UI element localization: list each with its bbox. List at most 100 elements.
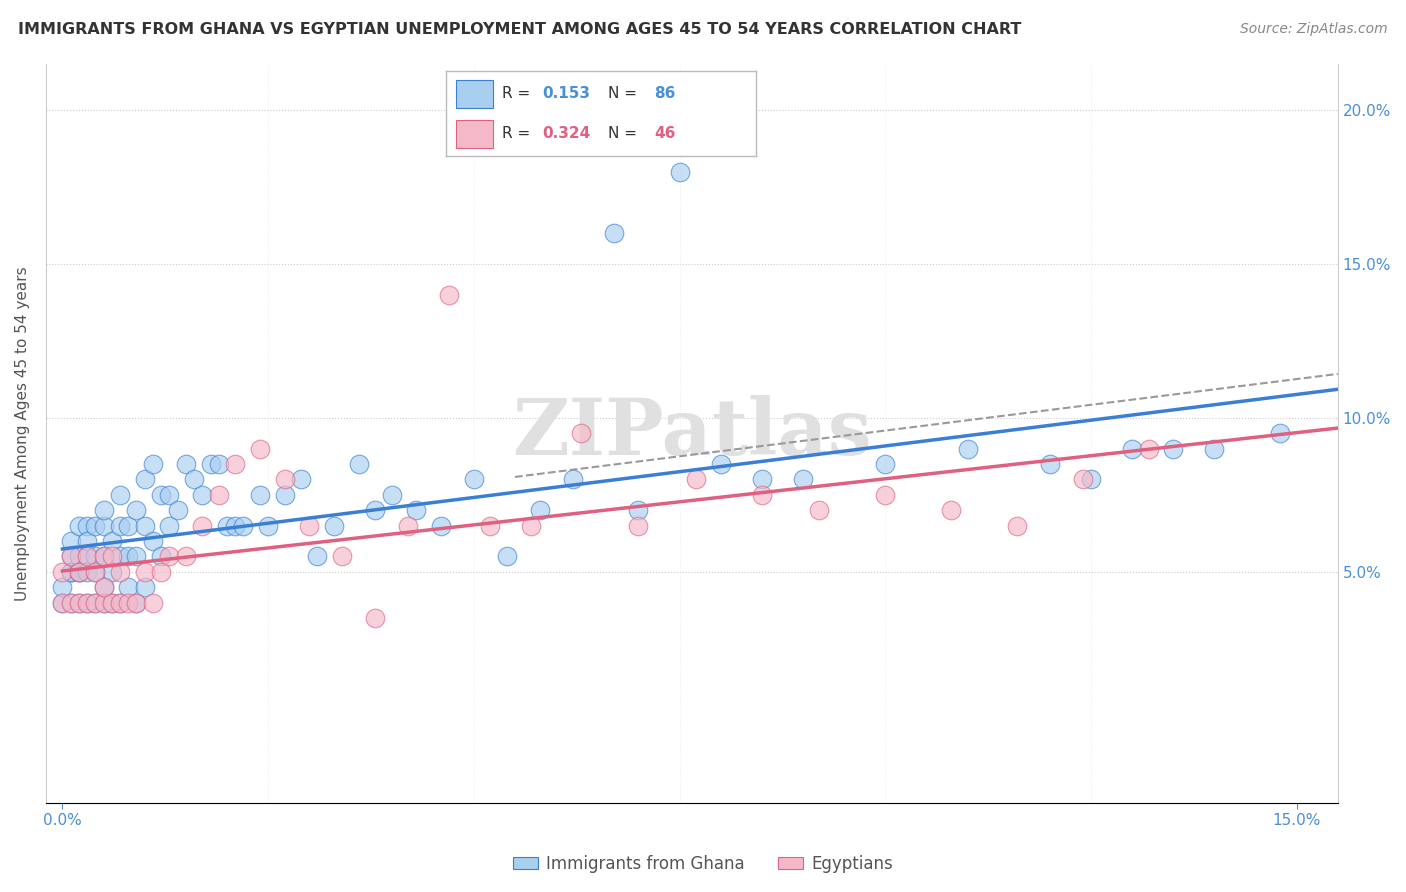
Point xyxy=(463,472,485,486)
Point xyxy=(76,595,98,609)
Point xyxy=(84,549,107,564)
Point xyxy=(437,288,460,302)
Point xyxy=(67,565,90,579)
Point xyxy=(59,595,82,609)
Point xyxy=(84,595,107,609)
Point xyxy=(76,549,98,564)
Point xyxy=(792,472,814,486)
Point xyxy=(208,488,231,502)
Point xyxy=(956,442,979,456)
Point xyxy=(710,457,733,471)
Point xyxy=(495,549,517,564)
Point xyxy=(330,549,353,564)
Point xyxy=(208,457,231,471)
Point xyxy=(150,565,173,579)
Point xyxy=(51,565,73,579)
Point xyxy=(174,549,197,564)
Point xyxy=(59,549,82,564)
Point xyxy=(307,549,329,564)
Point xyxy=(215,518,238,533)
Point xyxy=(84,595,107,609)
Point xyxy=(117,595,139,609)
Point xyxy=(627,503,650,517)
Text: Source: ZipAtlas.com: Source: ZipAtlas.com xyxy=(1240,22,1388,37)
Point xyxy=(134,518,156,533)
Point xyxy=(134,565,156,579)
Point xyxy=(479,518,502,533)
Point xyxy=(84,565,107,579)
Point xyxy=(1161,442,1184,456)
Point xyxy=(101,595,124,609)
Point xyxy=(93,580,115,594)
Text: ZIPatlas: ZIPatlas xyxy=(512,395,872,471)
Point xyxy=(76,549,98,564)
Point xyxy=(67,565,90,579)
Point xyxy=(108,565,131,579)
Point xyxy=(59,595,82,609)
Legend: Immigrants from Ghana, Egyptians: Immigrants from Ghana, Egyptians xyxy=(506,848,900,880)
Point xyxy=(67,518,90,533)
Point xyxy=(249,488,271,502)
Point xyxy=(101,549,124,564)
Point xyxy=(125,595,148,609)
Point xyxy=(93,595,115,609)
Point xyxy=(875,457,897,471)
Point xyxy=(108,549,131,564)
Point xyxy=(191,488,214,502)
Point xyxy=(430,518,453,533)
Point xyxy=(134,472,156,486)
Point xyxy=(76,518,98,533)
Point xyxy=(1204,442,1226,456)
Point xyxy=(51,580,73,594)
Point xyxy=(150,549,173,564)
Point xyxy=(142,533,165,548)
Point xyxy=(101,595,124,609)
Point xyxy=(1005,518,1028,533)
Point xyxy=(602,227,624,241)
Point xyxy=(569,426,592,441)
Point xyxy=(142,595,165,609)
Point xyxy=(150,488,173,502)
Point xyxy=(108,488,131,502)
Point xyxy=(520,518,543,533)
Point xyxy=(529,503,551,517)
Point xyxy=(273,472,295,486)
Point xyxy=(1039,457,1062,471)
Point xyxy=(191,518,214,533)
Point xyxy=(380,488,402,502)
Point xyxy=(298,518,321,533)
Point xyxy=(1137,442,1160,456)
Point xyxy=(93,518,115,533)
Point xyxy=(257,518,280,533)
Text: IMMIGRANTS FROM GHANA VS EGYPTIAN UNEMPLOYMENT AMONG AGES 45 TO 54 YEARS CORRELA: IMMIGRANTS FROM GHANA VS EGYPTIAN UNEMPL… xyxy=(18,22,1022,37)
Point xyxy=(76,533,98,548)
Point xyxy=(157,518,180,533)
Point xyxy=(93,549,115,564)
Point xyxy=(59,533,82,548)
Point xyxy=(117,580,139,594)
Point xyxy=(59,565,82,579)
Point xyxy=(405,503,427,517)
Point xyxy=(364,503,387,517)
Point xyxy=(273,488,295,502)
Point xyxy=(875,488,897,502)
Point xyxy=(59,549,82,564)
Point xyxy=(117,518,139,533)
Point xyxy=(93,549,115,564)
Point xyxy=(751,488,773,502)
Point xyxy=(1071,472,1094,486)
Point xyxy=(290,472,312,486)
Point xyxy=(1080,472,1102,486)
Point xyxy=(108,518,131,533)
Point xyxy=(51,595,73,609)
Point xyxy=(183,472,205,486)
Point xyxy=(93,503,115,517)
Point xyxy=(157,488,180,502)
Point xyxy=(685,472,707,486)
Point xyxy=(200,457,222,471)
Point xyxy=(84,518,107,533)
Point xyxy=(101,533,124,548)
Point xyxy=(125,549,148,564)
Point xyxy=(224,518,246,533)
Point xyxy=(347,457,370,471)
